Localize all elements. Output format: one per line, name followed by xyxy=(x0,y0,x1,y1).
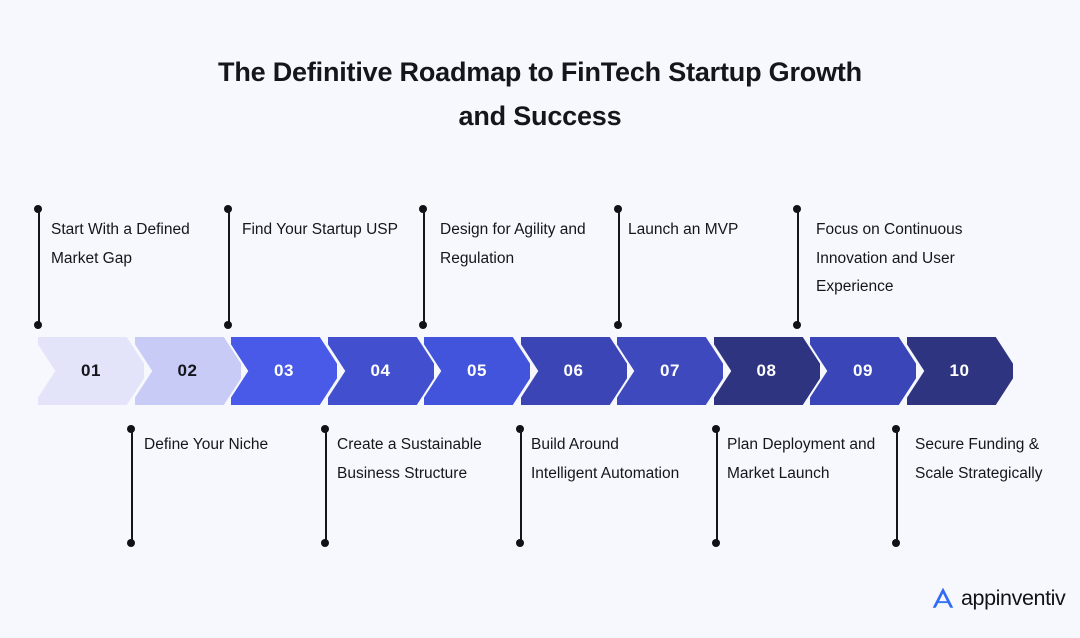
connector-line-09 xyxy=(793,205,802,329)
step-label-08: Plan Deployment and Market Launch xyxy=(727,436,876,482)
step-number-05: 05 xyxy=(467,361,487,380)
appinventiv-wordmark: appinventiv xyxy=(961,586,1066,610)
chevron-shape-icon xyxy=(231,337,337,405)
connector-dot-bottom xyxy=(614,321,622,329)
connector-bar xyxy=(131,429,133,543)
roadmap-step-chevron-01[interactable]: 01 xyxy=(38,337,144,405)
connector-dot-bottom xyxy=(712,539,720,547)
roadmap-chevron-strip: 01 02 03 04 05 06 07 08 09 10 xyxy=(38,337,1042,405)
step-label-06: Build Around Intelligent Automation xyxy=(531,436,680,482)
chevron-shape-icon xyxy=(617,337,723,405)
connector-bar xyxy=(520,429,522,543)
step-label-01: Start With a Defined Market Gap xyxy=(51,221,190,267)
step-number-04: 04 xyxy=(370,361,391,380)
chevron-shape-icon xyxy=(38,337,144,405)
connector-bar xyxy=(797,209,799,325)
chevron-shape-icon xyxy=(327,337,434,405)
step-number-06: 06 xyxy=(563,361,584,380)
connector-dot-bottom xyxy=(34,321,42,329)
title-line-2: and Success xyxy=(458,101,622,131)
connector-bar xyxy=(228,209,230,325)
chevron-shape-icon xyxy=(520,337,627,405)
chevron-shape-icon xyxy=(134,337,241,405)
chevron-shape-icon xyxy=(424,337,530,405)
step-label-10: Secure Funding & Scale Strategically xyxy=(915,436,1043,482)
step-number-01: 01 xyxy=(81,361,101,380)
connector-line-03 xyxy=(224,205,233,329)
connector-line-05 xyxy=(419,205,428,329)
title-line-1: The Definitive Roadmap to FinTech Startu… xyxy=(218,57,862,87)
connector-line-04 xyxy=(321,425,330,547)
connector-line-10 xyxy=(892,425,901,547)
step-number-02: 02 xyxy=(177,361,198,380)
chevron-shape-icon xyxy=(906,337,1013,405)
appinventiv-logo[interactable]: appinventiv xyxy=(928,583,1066,613)
roadmap-step-chevron-05[interactable]: 05 xyxy=(424,337,530,405)
roadmap-step-chevron-08[interactable]: 08 xyxy=(713,337,820,405)
roadmap-step-chevron-06[interactable]: 06 xyxy=(520,337,627,405)
connector-line-01 xyxy=(34,205,43,329)
step-number-03: 03 xyxy=(274,361,294,380)
roadmap-step-chevron-02[interactable]: 02 xyxy=(134,337,241,405)
connector-dot-bottom xyxy=(793,321,801,329)
roadmap-step-chevron-10[interactable]: 10 xyxy=(906,337,1013,405)
connector-bar xyxy=(618,209,620,325)
step-label-05: Design for Agility and Regulation xyxy=(440,221,586,267)
step-label-07: Launch an MVP xyxy=(628,221,739,238)
connector-bar xyxy=(38,209,40,325)
step-label-02: Define Your Niche xyxy=(144,436,269,453)
connector-line-02 xyxy=(127,425,136,547)
connector-dot-bottom xyxy=(419,321,427,329)
connector-line-07 xyxy=(614,205,623,329)
page-title: The Definitive Roadmap to FinTech Startu… xyxy=(0,50,1080,138)
chevron-shape-icon xyxy=(713,337,820,405)
chevron-shape-icon xyxy=(810,337,916,405)
roadmap-step-chevron-03[interactable]: 03 xyxy=(231,337,337,405)
appinventiv-a-mark-icon xyxy=(932,588,954,608)
step-number-07: 07 xyxy=(660,361,680,380)
step-label-03: Find Your Startup USP xyxy=(242,221,398,238)
roadmap-step-chevron-07[interactable]: 07 xyxy=(617,337,723,405)
connector-dot-bottom xyxy=(224,321,232,329)
step-number-08: 08 xyxy=(756,361,777,380)
roadmap-step-chevron-04[interactable]: 04 xyxy=(327,337,434,405)
connector-bar xyxy=(325,429,327,543)
step-label-04: Create a Sustainable Business Structure xyxy=(337,436,482,482)
step-number-10: 10 xyxy=(949,361,970,380)
connector-dot-bottom xyxy=(892,539,900,547)
connector-bar xyxy=(716,429,718,543)
roadmap-step-chevron-09[interactable]: 09 xyxy=(810,337,916,405)
connector-dot-bottom xyxy=(321,539,329,547)
connector-line-06 xyxy=(516,425,525,547)
connector-bar xyxy=(423,209,425,325)
step-label-09: Focus on Continuous Innovation and User … xyxy=(816,221,963,295)
connector-bar xyxy=(896,429,898,543)
connector-dot-bottom xyxy=(127,539,135,547)
connector-line-08 xyxy=(712,425,721,547)
step-number-09: 09 xyxy=(853,361,873,380)
connector-dot-bottom xyxy=(516,539,524,547)
